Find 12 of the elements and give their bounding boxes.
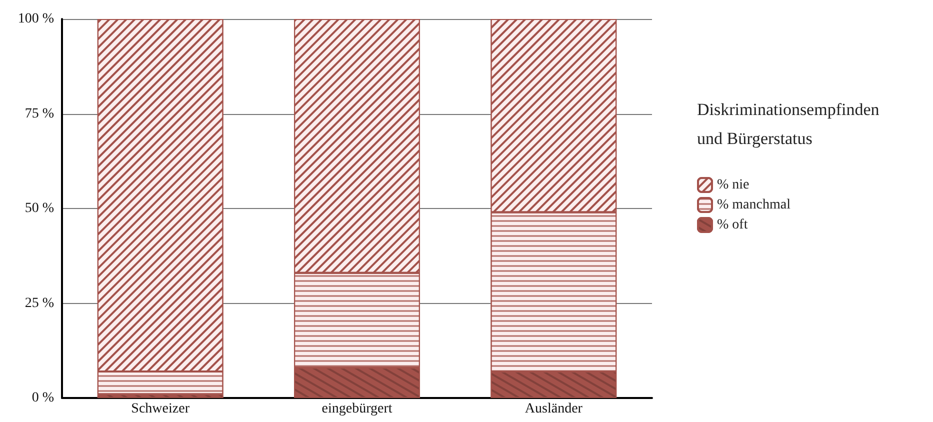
y-tick-label: 50 % (24, 201, 54, 216)
y-tick-label: 75 % (24, 106, 54, 122)
legend-label: % manchmal (717, 198, 791, 212)
legend-label: % oft (717, 218, 748, 232)
legend-title: Diskriminationsempfinden und Bürgerstatus (697, 100, 880, 148)
y-tick-label: 0 % (32, 390, 54, 406)
x-tick-label: Ausländer (524, 402, 583, 416)
y-tick-label: 100 % (18, 12, 54, 26)
x-tick-label: eingebürgert (322, 402, 392, 416)
y-tick-label: 25 % (24, 296, 54, 311)
x-tick-label: Schweizer (131, 402, 190, 416)
legend-label: % nie (717, 178, 750, 192)
